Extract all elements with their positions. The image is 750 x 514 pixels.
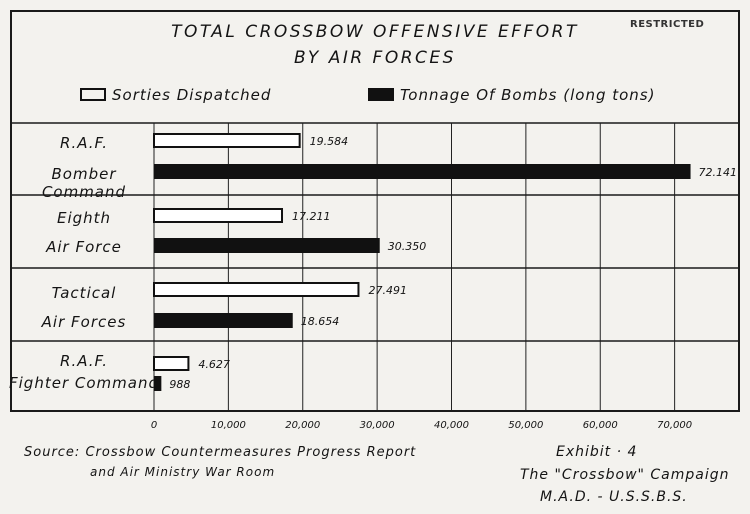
x-tick-label-3: 30,000 [360, 420, 395, 431]
category-label-1-line1: R.A.F. [60, 134, 108, 152]
x-tick-label-0: 0 [151, 420, 157, 431]
source-line1: Source: Crossbow Countermeasures Progres… [24, 445, 417, 460]
source-line2: and Air Ministry War Room [90, 465, 276, 479]
legend-label-sorties: Sorties Dispatched [112, 86, 272, 104]
category-label-1-line2: Bomber Command [41, 165, 127, 201]
category-label-4-line2: Fighter Command [9, 374, 159, 392]
x-tick-label-6: 60,000 [583, 420, 618, 431]
legend-item-tonnage: Tonnage Of Bombs (long tons) [368, 86, 655, 104]
chart-title-line2: BY AIR FORCES [294, 48, 456, 68]
category-label-2-line2: Air Force [46, 238, 122, 256]
x-tick-label-7: 70,000 [657, 420, 692, 431]
exhibit-number: Exhibit · 4 [556, 444, 638, 460]
campaign-name: The "Crossbow" Campaign [520, 467, 730, 483]
chart-frame [10, 10, 740, 412]
legend-swatch-sorties [80, 88, 106, 101]
legend-item-sorties: Sorties Dispatched [80, 86, 271, 104]
category-label-3-line1: Tactical [51, 284, 117, 302]
chart-title-line1: TOTAL CROSSBOW OFFENSIVE EFFORT [171, 22, 579, 42]
mad-ussbs: M.A.D. - U.S.S.B.S. [540, 489, 688, 505]
legend-swatch-tonnage [368, 88, 394, 101]
x-tick-label-5: 50,000 [508, 420, 543, 431]
restricted-stamp: RESTRICTED [630, 19, 705, 30]
category-label-2-line1: Eighth [56, 209, 112, 227]
category-label-3-line2: Air Forces [41, 313, 127, 331]
x-tick-label-1: 10,000 [211, 420, 246, 431]
x-tick-label-4: 40,000 [434, 420, 469, 431]
legend-label-tonnage: Tonnage Of Bombs (long tons) [400, 86, 656, 104]
x-tick-label-2: 20,000 [285, 420, 320, 431]
category-label-4-line1: R.A.F. [60, 352, 108, 370]
